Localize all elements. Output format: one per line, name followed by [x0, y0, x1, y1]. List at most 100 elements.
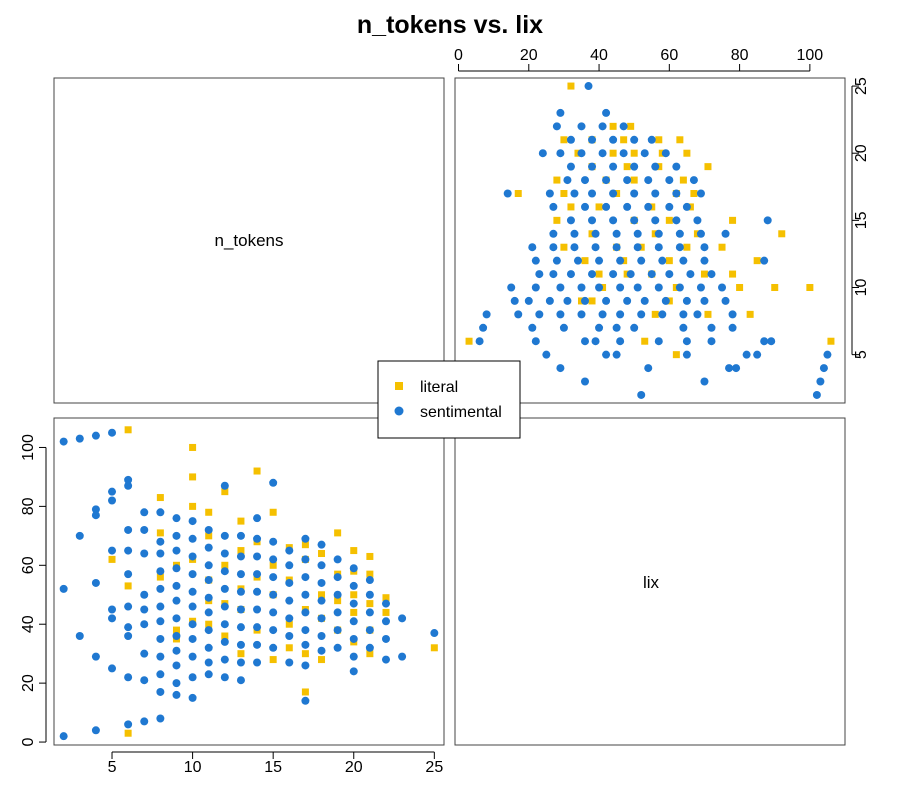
point-sentimental — [679, 310, 688, 319]
point-sentimental — [588, 189, 597, 198]
point-sentimental — [269, 643, 278, 652]
point-sentimental — [612, 350, 621, 359]
point-sentimental — [616, 310, 625, 319]
point-literal — [704, 163, 712, 171]
point-sentimental — [602, 108, 611, 117]
right-y-axis: 5 10 15 20 25 — [851, 77, 870, 359]
point-sentimental — [91, 726, 100, 735]
point-sentimental — [204, 670, 213, 679]
point-sentimental — [349, 599, 358, 608]
top-tick-label: 80 — [731, 47, 749, 64]
point-sentimental — [91, 505, 100, 514]
point-sentimental — [285, 596, 294, 605]
point-sentimental — [188, 693, 197, 702]
chart-title: n_tokens vs. lix — [357, 11, 543, 39]
point-sentimental — [535, 270, 544, 279]
point-literal — [806, 284, 814, 292]
point-literal — [189, 502, 197, 510]
point-literal — [221, 488, 229, 496]
point-sentimental — [253, 514, 262, 523]
point-sentimental — [556, 149, 565, 158]
point-sentimental — [630, 323, 639, 332]
point-sentimental — [301, 555, 310, 564]
point-sentimental — [349, 617, 358, 626]
point-sentimental — [682, 202, 691, 211]
point-literal — [382, 594, 390, 602]
point-sentimental — [549, 229, 558, 238]
legend-marker-sentimental — [394, 406, 404, 416]
point-sentimental — [609, 189, 618, 198]
point-sentimental — [430, 629, 439, 638]
point-sentimental — [269, 537, 278, 546]
point-sentimental — [204, 608, 213, 617]
top-tick-label: 0 — [454, 47, 463, 64]
point-literal — [382, 608, 390, 616]
point-literal — [655, 136, 663, 144]
point-sentimental — [59, 437, 68, 446]
point-sentimental — [349, 667, 358, 676]
point-sentimental — [633, 283, 642, 292]
point-sentimental — [647, 270, 656, 279]
point-literal — [560, 189, 568, 197]
point-literal — [318, 550, 326, 558]
point-sentimental — [188, 673, 197, 682]
point-sentimental — [124, 525, 133, 534]
point-literal — [553, 176, 561, 184]
point-sentimental — [581, 377, 589, 386]
point-literal — [567, 203, 575, 211]
top-tick-label: 60 — [660, 47, 678, 64]
point-sentimental — [609, 135, 618, 144]
bottom-tick-label: 15 — [264, 759, 282, 776]
point-sentimental — [301, 640, 310, 649]
point-sentimental — [577, 283, 586, 292]
point-sentimental — [220, 567, 229, 576]
point-sentimental — [602, 296, 611, 305]
point-sentimental — [644, 364, 653, 373]
point-sentimental — [570, 229, 579, 238]
point-sentimental — [819, 364, 828, 373]
point-sentimental — [559, 323, 568, 332]
point-sentimental — [333, 590, 342, 599]
point-sentimental — [91, 511, 100, 520]
point-literal — [623, 163, 631, 171]
point-sentimental — [563, 296, 572, 305]
point-literal — [704, 310, 712, 318]
point-sentimental — [398, 614, 407, 623]
point-sentimental — [333, 643, 342, 652]
point-sentimental — [91, 578, 100, 587]
point-sentimental — [760, 256, 769, 265]
point-literal — [350, 591, 358, 599]
point-sentimental — [365, 608, 374, 617]
point-sentimental — [365, 590, 374, 599]
point-sentimental — [528, 243, 537, 252]
point-sentimental — [616, 283, 625, 292]
point-sentimental — [220, 549, 229, 558]
point-literal — [350, 608, 358, 616]
top-x-axis: 0 20 40 60 80 100 — [454, 47, 823, 72]
point-sentimental — [672, 216, 681, 225]
point-sentimental — [220, 481, 229, 490]
bottom-tick-label: 20 — [345, 759, 363, 776]
point-literal — [581, 257, 589, 265]
point-literal — [560, 136, 568, 144]
point-sentimental — [220, 637, 229, 646]
point-literal — [627, 122, 635, 130]
legend-marker-literal — [395, 382, 403, 390]
top-tick-label: 20 — [520, 47, 538, 64]
point-sentimental — [566, 135, 575, 144]
point-sentimental — [612, 243, 621, 252]
point-sentimental — [124, 481, 133, 490]
panel-bottom-right — [454, 417, 846, 746]
point-sentimental — [693, 216, 702, 225]
point-sentimental — [301, 590, 310, 599]
point-literal — [334, 529, 342, 537]
point-sentimental — [721, 296, 730, 305]
point-sentimental — [700, 243, 709, 252]
point-sentimental — [552, 122, 561, 131]
point-sentimental — [381, 617, 390, 626]
point-literal — [124, 729, 132, 737]
point-sentimental — [349, 581, 358, 590]
point-sentimental — [531, 283, 540, 292]
point-sentimental — [633, 229, 642, 238]
point-sentimental — [124, 623, 133, 632]
